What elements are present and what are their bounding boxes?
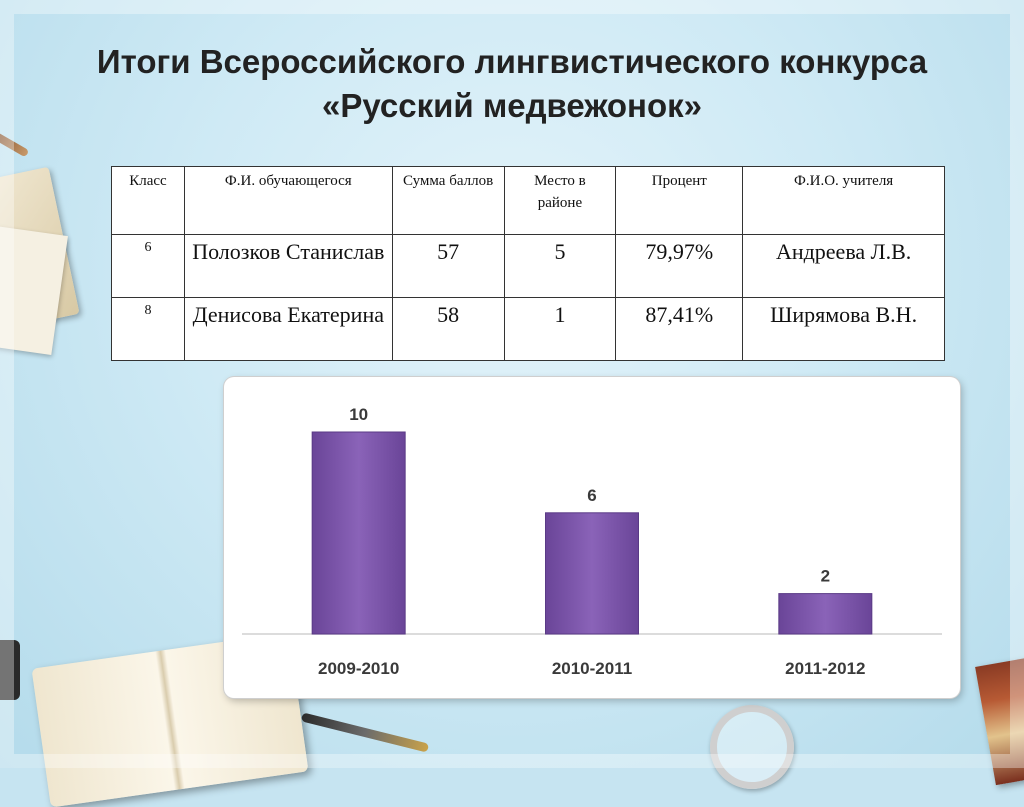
chart-data-label: 10 [349,405,368,424]
cell-score: 58 [391,297,505,361]
cell-class: 6 [111,234,185,298]
table-row: 6 Полозков Станислав 57 5 79,97% Андреев… [111,234,945,298]
chart-bar [545,512,639,635]
cell-place: 5 [503,234,617,298]
cup-decoration [0,640,20,700]
chart-svg: 10 2009-2010 6 2010-2011 2 2011-2012 [242,405,942,678]
chart-bar [311,431,406,635]
table-header-row: Класс Ф.И. обучающегося Сумма баллов Мес… [111,166,945,235]
magnifier-decoration [710,705,794,789]
header-place: Место в районе [503,166,617,235]
chart-category-label: 2011-2012 [785,659,865,678]
results-table: Класс Ф.И. обучающегося Сумма баллов Мес… [111,166,945,361]
cell-score: 57 [391,234,505,298]
header-score: Сумма баллов [391,166,505,235]
participants-chart: 10 2009-2010 6 2010-2011 2 2011-2012 [224,377,960,698]
table-row: 8 Денисова Екатерина 58 1 87,41% Ширямов… [111,297,945,361]
chart-data-label: 2 [821,567,830,586]
slide-title-line-2: «Русский медвежонок» [321,87,703,124]
cell-place: 1 [503,297,617,361]
cell-teacher: Ширямова В.Н. [742,297,945,361]
cell-class: 8 [111,297,185,361]
cell-percent: 87,41% [615,297,744,361]
chart-bar [778,593,873,635]
cell-teacher: Андреева Л.В. [742,234,945,298]
chart-data-label: 6 [587,486,596,505]
cell-student: Денисова Екатерина [183,297,393,361]
slide-title: Итоги Всероссийского лингвистического ко… [40,40,984,128]
header-teacher: Ф.И.О. учителя [742,166,945,235]
slide-title-line-1: Итоги Всероссийского лингвистического ко… [96,43,928,80]
cell-percent: 79,97% [615,234,744,298]
cell-student: Полозков Станислав [183,234,393,298]
header-percent: Процент [615,166,744,235]
chart-category-label: 2010-2011 [552,659,632,678]
chart-category-label: 2009-2010 [318,659,399,678]
header-class: Класс [111,166,185,235]
header-student: Ф.И. обучающегося [183,166,393,235]
